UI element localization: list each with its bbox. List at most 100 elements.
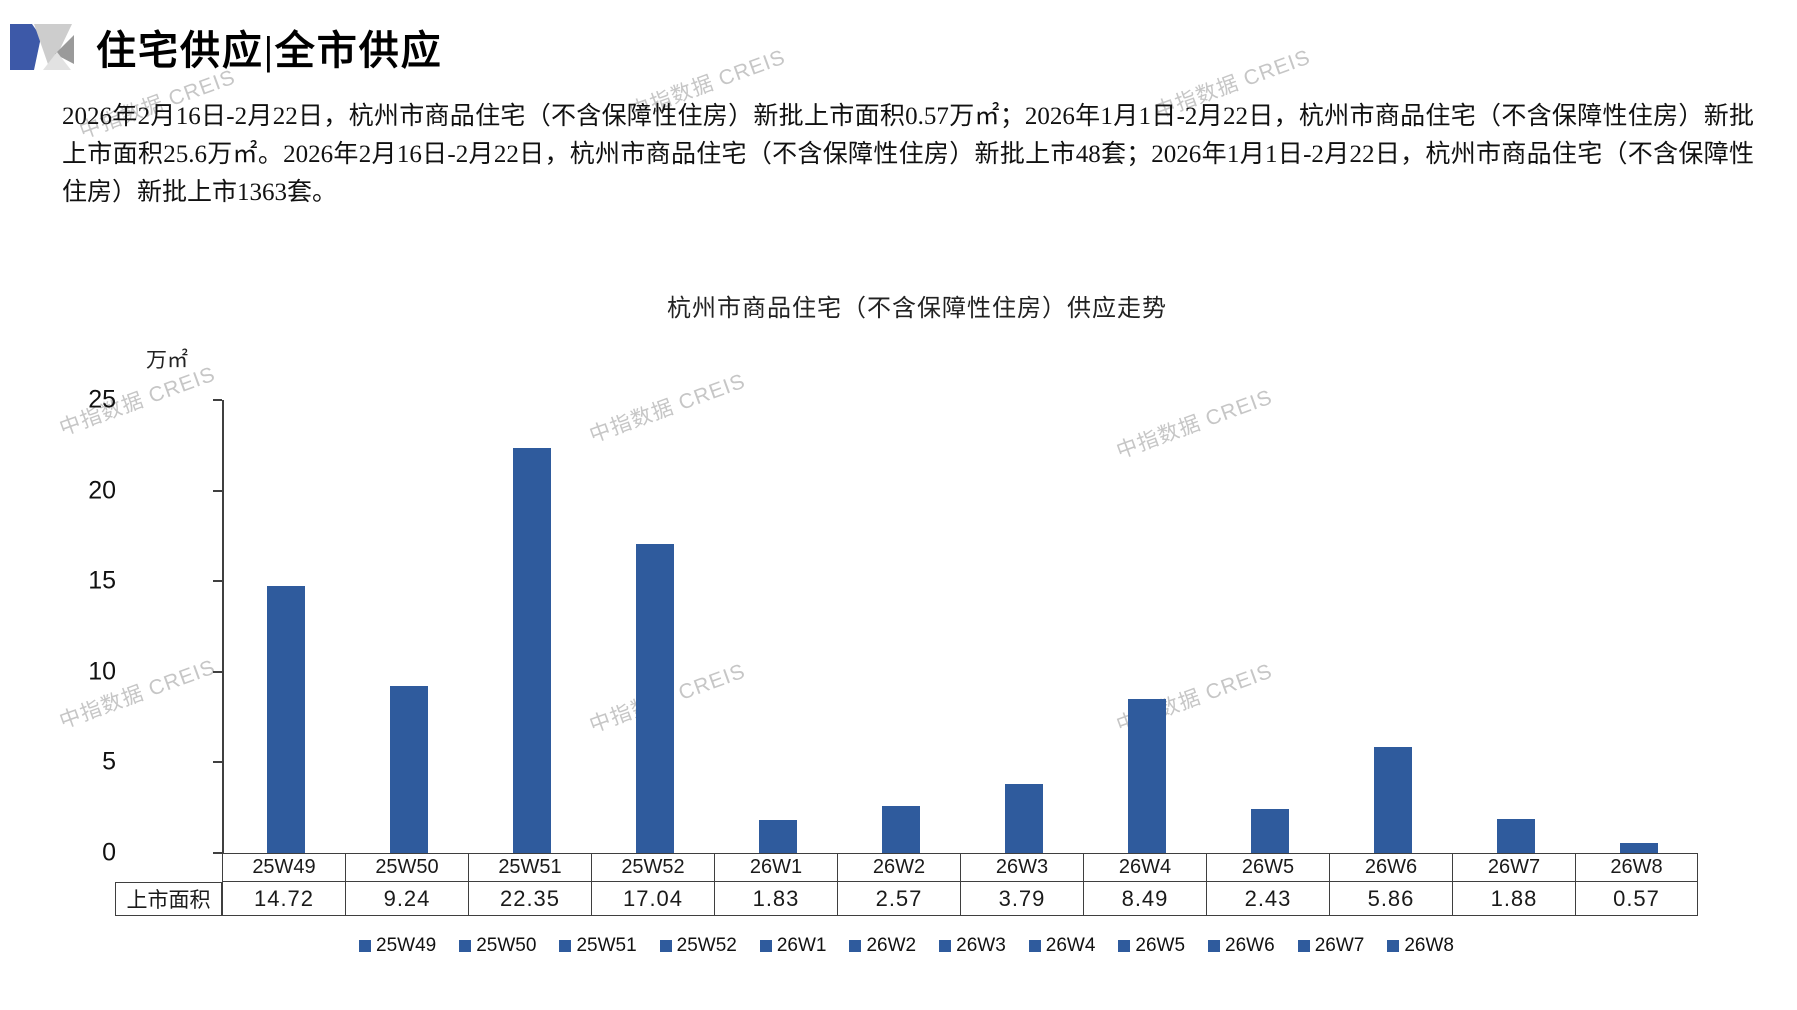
page-header: 住宅供应|全市供应: [0, 0, 1797, 90]
y-tick-label: 15: [88, 566, 116, 595]
legend-item-25W49: 25W49: [359, 935, 436, 957]
bar-26W8: [1619, 842, 1658, 853]
legend-label: 26W7: [1314, 935, 1365, 956]
y-tick-mark: [213, 761, 222, 764]
category-label-25W49: 25W49: [222, 853, 345, 882]
supply-trend-chart: 杭州市商品住宅（不含保障性住房）供应走势 万㎡ 0 5 10 15 20 25 25W49…: [0, 240, 1797, 980]
value-cell-25W51: 22.35: [468, 882, 591, 916]
legend-item-26W5: 26W5: [1118, 935, 1185, 957]
legend-swatch-icon: [559, 940, 572, 952]
legend-item-25W52: 25W52: [659, 935, 737, 957]
bar-column-26W7: [1454, 400, 1577, 853]
category-label-26W3: 26W3: [960, 853, 1083, 882]
legend-swatch-icon: [1028, 940, 1041, 952]
value-cell-26W4: 8.49: [1083, 882, 1206, 916]
bar-column-26W2: [839, 400, 962, 853]
value-cell-26W1: 1.83: [714, 882, 837, 916]
chart-title: 杭州市商品住宅（不含保障性住房）供应走势: [667, 296, 1167, 322]
legend-swatch-icon: [1297, 940, 1310, 952]
legend-label: 25W49: [376, 935, 437, 956]
bar-column-25W52: [593, 400, 716, 853]
legend-swatch-icon: [939, 940, 952, 952]
legend-label: 26W4: [1045, 935, 1096, 956]
legend-swatch-icon: [659, 940, 672, 952]
plot-area: 0 5 10 15 20 25: [88, 386, 1700, 867]
value-cell-25W50: 9.24: [345, 882, 468, 916]
y-tick-label: 25: [88, 385, 116, 414]
bar-column-26W4: [1085, 400, 1208, 853]
y-tick-mark: [213, 670, 222, 673]
bar-column-26W5: [1208, 400, 1331, 853]
legend-label: 26W6: [1225, 935, 1275, 956]
legend-swatch-icon: [1208, 940, 1221, 952]
legend-item-26W2: 26W2: [849, 935, 916, 957]
legend-swatch-icon: [459, 940, 472, 952]
value-cell-26W7: 1.88: [1452, 882, 1575, 916]
y-tick-label: 0: [102, 838, 116, 867]
creis-logo-icon: [10, 24, 74, 70]
bar-26W6: [1373, 746, 1412, 853]
value-row: 上市面积 14.72 9.24 22.35 17.04 1.83 2.57 3.79 8.49 2…: [115, 882, 1698, 916]
category-label-26W6: 26W6: [1329, 853, 1452, 882]
legend-swatch-icon: [359, 940, 372, 952]
value-cell-26W3: 3.79: [960, 882, 1083, 916]
category-label-25W51: 25W51: [468, 853, 591, 882]
bar-column-26W8: [1577, 400, 1700, 853]
table-row-header: 上市面积: [115, 882, 222, 916]
legend-swatch-icon: [849, 940, 862, 952]
category-label-25W50: 25W50: [345, 853, 468, 882]
category-label-26W1: 26W1: [714, 853, 837, 882]
y-axis-unit-label: 万㎡: [146, 348, 188, 372]
legend-swatch-icon: [1118, 940, 1131, 952]
bar-25W51: [512, 448, 551, 853]
category-label-26W4: 26W4: [1083, 853, 1206, 882]
bar-column-25W50: [347, 400, 470, 853]
category-label-26W2: 26W2: [837, 853, 960, 882]
bar-26W4: [1127, 699, 1166, 853]
y-tick-mark: [213, 852, 222, 854]
summary-paragraph: 2026年2月16日-2月22日，杭州市商品住宅（不含保障性住房）新批上市面积0…: [62, 103, 1754, 206]
bar-column-26W1: [716, 400, 839, 853]
value-cell-26W2: 2.57: [837, 882, 960, 916]
bar-column-25W51: [470, 400, 593, 853]
bar-25W50: [389, 685, 428, 853]
value-cell-25W52: 17.04: [591, 882, 714, 916]
legend-item-25W51: 25W51: [559, 935, 637, 957]
bar-26W3: [1004, 784, 1043, 853]
legend-label: 25W50: [476, 935, 537, 956]
value-cell-26W6: 5.86: [1329, 882, 1452, 916]
page-title: 住宅供应|全市供应: [96, 28, 443, 73]
value-cell-26W8: 0.57: [1575, 882, 1698, 916]
legend-label: 26W5: [1135, 935, 1186, 956]
value-cell-25W49: 14.72: [222, 882, 345, 916]
y-tick-mark: [213, 399, 222, 401]
bar-column-25W49: [224, 400, 347, 853]
legend-label: 26W1: [776, 935, 827, 956]
y-tick-mark: [213, 489, 222, 492]
y-tick-label: 10: [88, 657, 116, 686]
legend-item-26W8: 26W8: [1387, 935, 1454, 957]
legend-swatch-icon: [1387, 940, 1400, 952]
y-tick-label: 20: [88, 476, 116, 505]
bar-column-26W6: [1331, 400, 1454, 853]
category-label-26W7: 26W7: [1452, 853, 1575, 882]
category-label-26W8: 26W8: [1575, 853, 1698, 882]
category-label-row: 25W49 25W50 25W51 25W52 26W1 26W2 26W3 26W4 26W5…: [222, 853, 1698, 882]
legend-label: 26W8: [1404, 935, 1454, 956]
bar-25W52: [635, 544, 674, 853]
bar-26W1: [758, 819, 797, 853]
bar-25W49: [266, 586, 305, 853]
legend-item-26W1: 26W1: [759, 935, 827, 957]
legend-item-26W3: 26W3: [939, 935, 1006, 957]
legend-item-26W7: 26W7: [1297, 935, 1365, 957]
bar-column-26W3: [962, 400, 1085, 853]
legend-item-26W4: 26W4: [1028, 935, 1096, 957]
legend-label: 26W3: [956, 935, 1006, 956]
chart-legend: 25W49 25W50 25W51 25W52 26W1 26W2 26W3 26W4 26W5…: [115, 935, 1698, 957]
value-cell-26W5: 2.43: [1206, 882, 1329, 916]
y-tick-mark: [213, 580, 222, 583]
bar-26W2: [881, 806, 920, 853]
y-tick-label: 5: [102, 747, 116, 776]
bar-26W7: [1496, 818, 1535, 853]
legend-label: 25W51: [576, 935, 637, 956]
